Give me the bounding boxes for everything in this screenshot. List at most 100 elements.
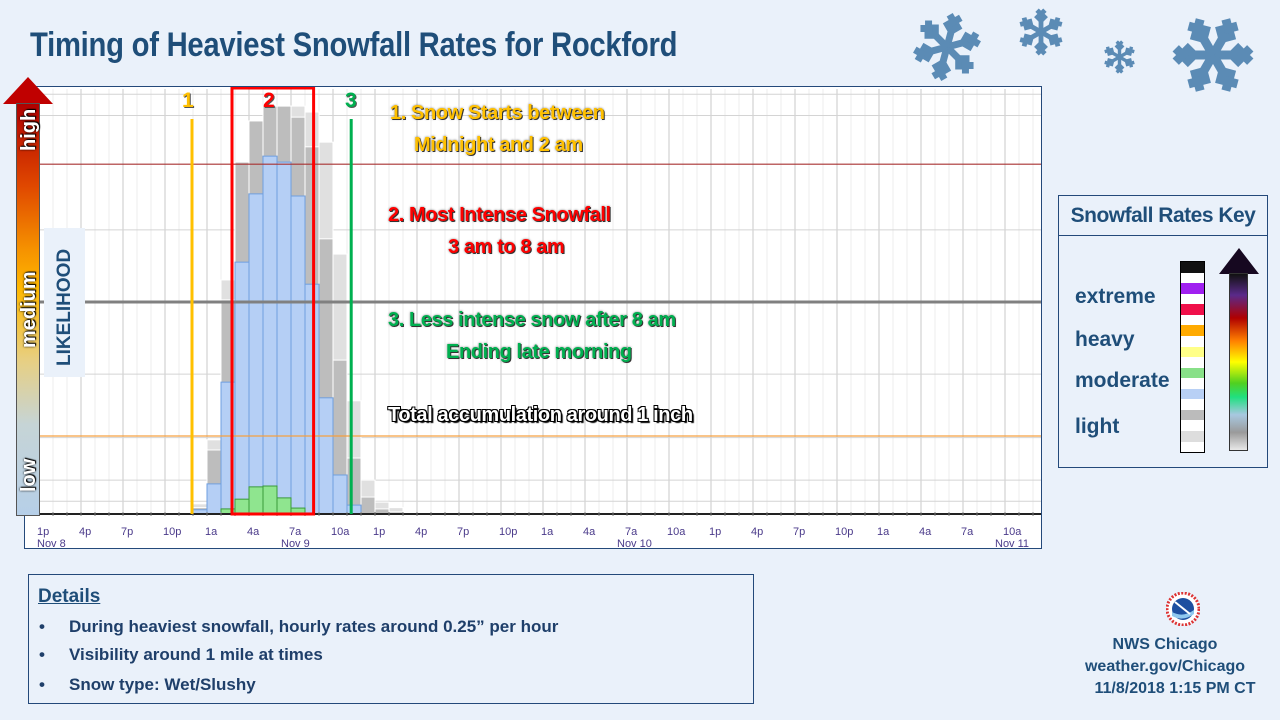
footer-url[interactable]: weather.gov/Chicago bbox=[1084, 658, 1246, 675]
details-item-text: Snow type: Wet/Slushy bbox=[69, 675, 256, 694]
bar-light bbox=[360, 496, 376, 515]
bullet-icon: • bbox=[39, 645, 45, 664]
x-tick-label: 10a bbox=[667, 526, 686, 538]
likelihood-high: high bbox=[18, 108, 40, 151]
key-stripe bbox=[1181, 262, 1204, 273]
snowflake-icon bbox=[1016, 8, 1066, 56]
likelihood-scale: high medium low bbox=[16, 103, 40, 516]
bullet-icon: • bbox=[39, 617, 45, 636]
key-label-light: light bbox=[1075, 415, 1120, 438]
x-date-label: Nov 11 bbox=[995, 538, 1029, 550]
key-title: Snowfall Rates Key bbox=[1059, 196, 1267, 236]
key-stripe bbox=[1181, 441, 1204, 453]
x-tick-label: 1p bbox=[37, 526, 49, 538]
bar-light-moderate bbox=[234, 261, 250, 515]
details-item-text: Visibility around 1 mile at times bbox=[69, 645, 323, 664]
x-tick-label: 7p bbox=[793, 526, 805, 538]
annotation-3-line2: Ending late morning bbox=[446, 341, 632, 363]
key-stripe bbox=[1181, 420, 1204, 431]
bar-light-moderate bbox=[276, 161, 292, 515]
key-label-heavy: heavy bbox=[1075, 328, 1135, 351]
annotation-3-line1: 3. Less intense snow after 8 am bbox=[388, 309, 676, 331]
x-tick-label: 7p bbox=[457, 526, 469, 538]
bar-light-moderate bbox=[318, 397, 334, 515]
key-label-extreme: extreme bbox=[1075, 285, 1156, 308]
likelihood-medium: medium bbox=[18, 271, 40, 348]
x-tick-label: 4a bbox=[247, 526, 260, 538]
marker-2-box bbox=[230, 87, 316, 516]
bullet-icon: • bbox=[39, 675, 45, 694]
snowflake-icon bbox=[910, 12, 984, 82]
x-tick-label: 10p bbox=[163, 526, 181, 538]
x-tick-label: 7a bbox=[961, 526, 974, 538]
annotation-1-line2: Midnight and 2 am bbox=[414, 134, 583, 156]
footer-timestamp: 11/8/2018 1:15 PM CT bbox=[1094, 680, 1256, 697]
key-stripe bbox=[1181, 409, 1204, 421]
bar-moderate bbox=[262, 485, 278, 515]
x-tick-label: 4p bbox=[415, 526, 427, 538]
x-tick-label: 4p bbox=[751, 526, 763, 538]
likelihood-arrow-icon bbox=[3, 77, 53, 104]
key-label-moderate: moderate bbox=[1075, 369, 1170, 392]
bar-moderate bbox=[234, 498, 250, 515]
bar-light-moderate bbox=[262, 155, 278, 515]
snowflake-icon bbox=[1166, 14, 1260, 96]
x-date-label: Nov 8 bbox=[37, 538, 66, 550]
details-item-text: During heaviest snowfall, hourly rates a… bbox=[69, 617, 559, 636]
x-tick-label: 10p bbox=[835, 526, 853, 538]
bar-moderate bbox=[248, 486, 264, 515]
likelihood-label-box: LIKELIHOOD bbox=[44, 228, 85, 377]
key-stripe bbox=[1181, 314, 1204, 326]
nws-logo bbox=[1166, 592, 1200, 626]
x-tick-label: 10a bbox=[331, 526, 350, 538]
footer-org: NWS Chicago bbox=[1112, 636, 1218, 653]
key-gradient-arrow bbox=[1229, 273, 1248, 451]
x-tick-label: 10p bbox=[499, 526, 517, 538]
x-tick-label: 7a bbox=[625, 526, 638, 538]
x-tick-label: 1p bbox=[709, 526, 721, 538]
x-tick-label: 7p bbox=[121, 526, 133, 538]
bar-moderate bbox=[276, 497, 292, 515]
x-date-label: Nov 10 bbox=[617, 538, 652, 550]
key-stripe bbox=[1181, 367, 1204, 379]
x-tick-label: 4a bbox=[919, 526, 932, 538]
key-stripe bbox=[1181, 304, 1204, 315]
key-stripe bbox=[1181, 431, 1204, 442]
key-stripe bbox=[1181, 325, 1204, 336]
key-stripe bbox=[1181, 272, 1204, 284]
details-box: Details • During heaviest snowfall, hourl… bbox=[28, 574, 754, 704]
x-tick-label: 10a bbox=[1003, 526, 1022, 538]
x-tick-label: 4p bbox=[79, 526, 91, 538]
bar-light-moderate bbox=[346, 504, 362, 515]
bar-light-moderate bbox=[206, 483, 222, 515]
total-accumulation: Total accumulation around 1 inch bbox=[388, 404, 693, 426]
x-tick-label: 4a bbox=[583, 526, 596, 538]
x-date-label: Nov 9 bbox=[281, 538, 310, 550]
marker-2-label: 2 bbox=[263, 89, 275, 112]
chart-plot: 1p 4p 7p 10p 1a 4a 7a 10a 1p 4p 7p 10p 1a 4a 7a 10a 1p 4p… bbox=[31, 87, 1041, 550]
marker-3-label: 3 bbox=[345, 89, 357, 112]
key-stripe bbox=[1181, 283, 1204, 294]
key-stripe bbox=[1181, 399, 1204, 410]
annotation-2-line1: 2. Most Intense Snowfall bbox=[388, 204, 611, 226]
annotation-1-line1: 1. Snow Starts between bbox=[390, 102, 605, 124]
snowfall-rates-key: Snowfall Rates Key extreme heavy moderat… bbox=[1058, 195, 1268, 468]
likelihood-low: low bbox=[18, 458, 40, 492]
key-arrow-icon bbox=[1219, 248, 1259, 274]
key-stripe bbox=[1181, 293, 1204, 305]
key-stripe bbox=[1181, 346, 1204, 358]
bar-light-moderate bbox=[248, 193, 264, 515]
key-stripe bbox=[1181, 357, 1204, 368]
x-tick-label: 1p bbox=[373, 526, 385, 538]
bar-light-moderate bbox=[304, 283, 320, 515]
x-tick-label: 7a bbox=[289, 526, 302, 538]
snowflake-icon bbox=[1102, 40, 1137, 74]
bar-light-moderate bbox=[290, 195, 306, 515]
page-title: Timing of Heaviest Snowfall Rates for Ro… bbox=[30, 26, 678, 64]
bar-light-moderate bbox=[332, 474, 348, 515]
x-tick-label: 1a bbox=[205, 526, 218, 538]
x-tick-label: 1a bbox=[877, 526, 890, 538]
likelihood-axis-label: LIKELIHOOD bbox=[54, 248, 75, 366]
x-tick-label: 1a bbox=[541, 526, 554, 538]
snowfall-chart: 1p 4p 7p 10p 1a 4a 7a 10a 1p 4p 7p 10p 1a 4a 7a 10a 1p 4p… bbox=[24, 86, 1042, 550]
